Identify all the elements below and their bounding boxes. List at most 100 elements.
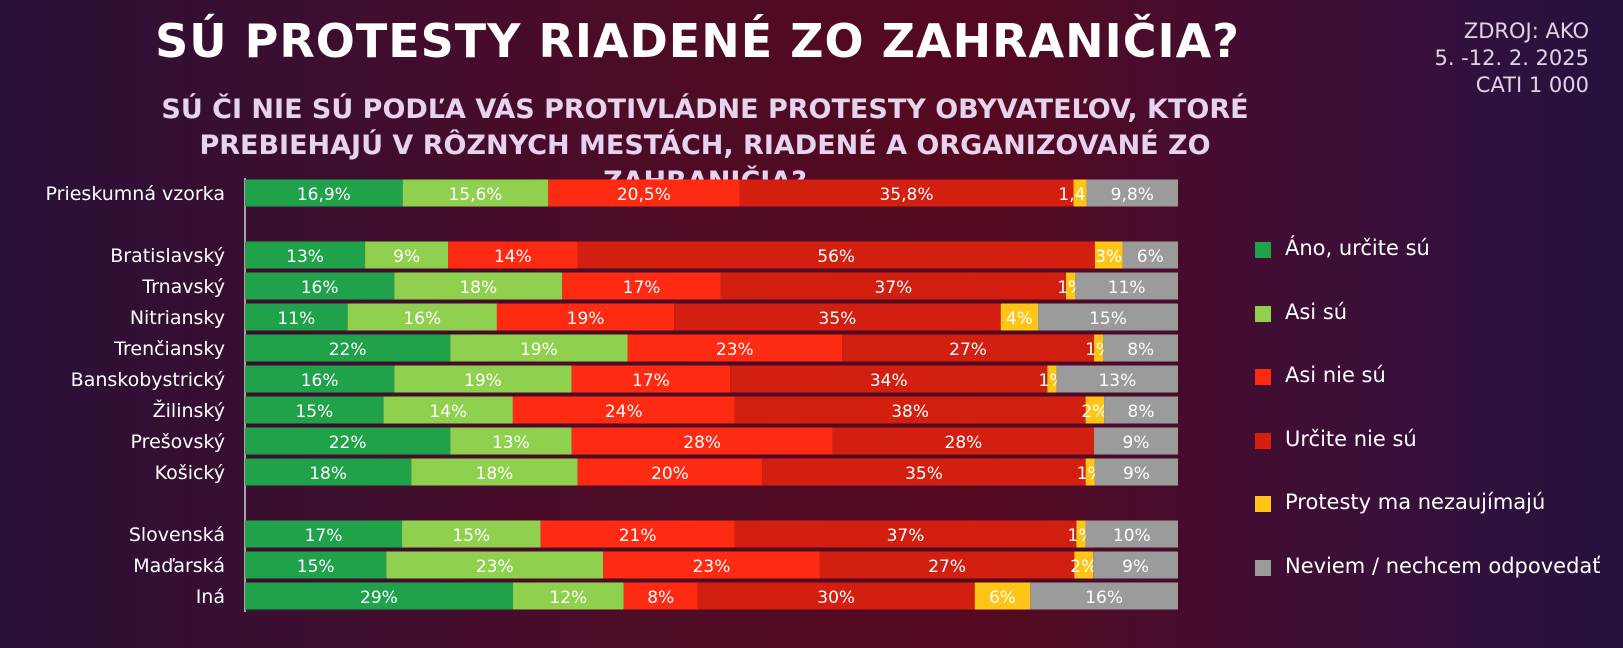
bar-segment	[720, 272, 1067, 300]
category-label: Bratislavský	[110, 245, 225, 267]
bar-segment	[1074, 551, 1094, 579]
bar-segment	[1093, 551, 1178, 579]
data-label: 16%	[301, 371, 339, 391]
data-label: 15%	[1089, 309, 1127, 329]
data-label: 8%	[1128, 402, 1155, 422]
legend-swatch-asi-su	[1255, 305, 1271, 322]
legend-swatch-urcite-nie	[1255, 432, 1271, 449]
bar-segment	[1094, 241, 1123, 269]
data-label: 13%	[1098, 371, 1136, 391]
bar-segment	[571, 427, 833, 455]
bar-segment	[577, 458, 763, 486]
bar-segment	[674, 303, 1001, 331]
legend-item-urcite-nie: Určite nie sú	[1255, 427, 1601, 491]
data-label: 20%	[651, 464, 689, 484]
bar-segment	[450, 334, 628, 362]
data-label: 18%	[309, 464, 347, 484]
legend-label-urcite-nie: Určite nie sú	[1285, 426, 1417, 451]
data-label: 38%	[891, 402, 929, 422]
bar-segment	[448, 241, 578, 269]
bar-segment	[623, 582, 698, 610]
data-label: 4%	[1006, 309, 1033, 329]
bar-segment	[1085, 520, 1178, 548]
legend-item-neviem: Neviem / nechcem odpovedať	[1255, 554, 1601, 618]
data-label: 17%	[305, 526, 343, 546]
bar-segment	[1075, 272, 1178, 300]
category-label: Prešovský	[131, 431, 225, 453]
bar-segment	[571, 365, 731, 393]
bar-segment	[245, 520, 403, 548]
category-label: Trnavský	[141, 276, 225, 298]
bar-segment	[365, 241, 449, 269]
category-label: Nitriansky	[130, 307, 225, 329]
data-label: 16%	[301, 278, 339, 298]
data-label: 35%	[905, 464, 943, 484]
data-label: 10%	[1113, 526, 1151, 546]
bar-segment	[1122, 241, 1178, 269]
data-label: 19%	[464, 371, 502, 391]
bar-segment	[245, 551, 387, 579]
data-label: 35,8%	[879, 185, 933, 205]
bar-segment	[402, 520, 541, 548]
bar-segment	[697, 582, 975, 610]
bar-segment	[245, 582, 513, 610]
data-label: 19%	[520, 340, 558, 360]
data-label: 23%	[476, 557, 514, 577]
source-line-2: 5. -12. 2. 2025	[1434, 46, 1589, 70]
chart-title: SÚ PROTESTY RIADENÉ ZO ZAHRANIČIA?	[155, 14, 1240, 68]
data-label: 18%	[476, 464, 514, 484]
bar-segment	[734, 396, 1086, 424]
bar-segment	[245, 365, 395, 393]
bar-segment	[347, 303, 497, 331]
category-label: Maďarská	[133, 555, 225, 577]
data-label: 29%	[360, 588, 398, 608]
bar-segment	[832, 427, 1095, 455]
data-label: 23%	[693, 557, 731, 577]
bar-segment	[819, 551, 1075, 579]
category-label: Trenčiansky	[113, 338, 225, 360]
legend-swatch-ano-urcite	[1255, 242, 1271, 258]
bar-segment	[411, 458, 578, 486]
data-label: 9%	[393, 247, 420, 267]
category-label: Iná	[196, 586, 225, 608]
data-label: 24%	[605, 402, 643, 422]
data-label: 6%	[1137, 247, 1164, 267]
data-label: 35%	[819, 309, 857, 329]
category-label: Prieskumná vzorka	[46, 183, 225, 205]
legend-label-neviem: Neviem / nechcem odpovedať	[1285, 553, 1601, 578]
data-label: 34%	[870, 371, 908, 391]
data-label: 37%	[875, 278, 913, 298]
bar-segment	[383, 396, 513, 424]
source-line-1: ZDROJ: AKO	[1463, 19, 1589, 43]
data-label: 13%	[492, 433, 530, 453]
data-label: 20,5%	[617, 185, 671, 205]
data-label: 9%	[1123, 433, 1150, 453]
bar-segment	[512, 396, 735, 424]
bar-segment	[1104, 396, 1178, 424]
legend: Áno, určite sú Asi sú Asi nie sú Určite …	[1255, 236, 1601, 617]
bar-segment	[1000, 303, 1039, 331]
bar-segment	[1086, 179, 1178, 207]
bar-segment	[1030, 582, 1178, 610]
data-label: 37%	[887, 526, 925, 546]
legend-label-ano-urcite: Áno, určite sú	[1285, 236, 1430, 260]
bar-segment	[450, 427, 572, 455]
bar-segment	[1073, 179, 1087, 207]
bar-segment	[540, 520, 735, 548]
bar-segment	[1094, 458, 1178, 486]
chart-subtitle: SÚ ČI NIE SÚ PODĽA VÁS PROTIVLÁDNE PROTE…	[140, 92, 1270, 200]
data-label: 2%	[1081, 402, 1108, 422]
bar-segment	[245, 396, 384, 424]
data-label: 15%	[452, 526, 490, 546]
data-label: 15%	[295, 402, 333, 422]
bar-segment	[386, 551, 604, 579]
data-label: 14%	[429, 402, 467, 422]
data-label: 11%	[277, 309, 315, 329]
data-label: 16%	[1085, 588, 1123, 608]
bar-segment	[603, 551, 820, 579]
data-label: 3%	[1095, 247, 1122, 267]
data-label: 19%	[567, 309, 605, 329]
bar-segment	[245, 241, 366, 269]
bar-segment	[1056, 365, 1178, 393]
bar-segment	[245, 458, 412, 486]
